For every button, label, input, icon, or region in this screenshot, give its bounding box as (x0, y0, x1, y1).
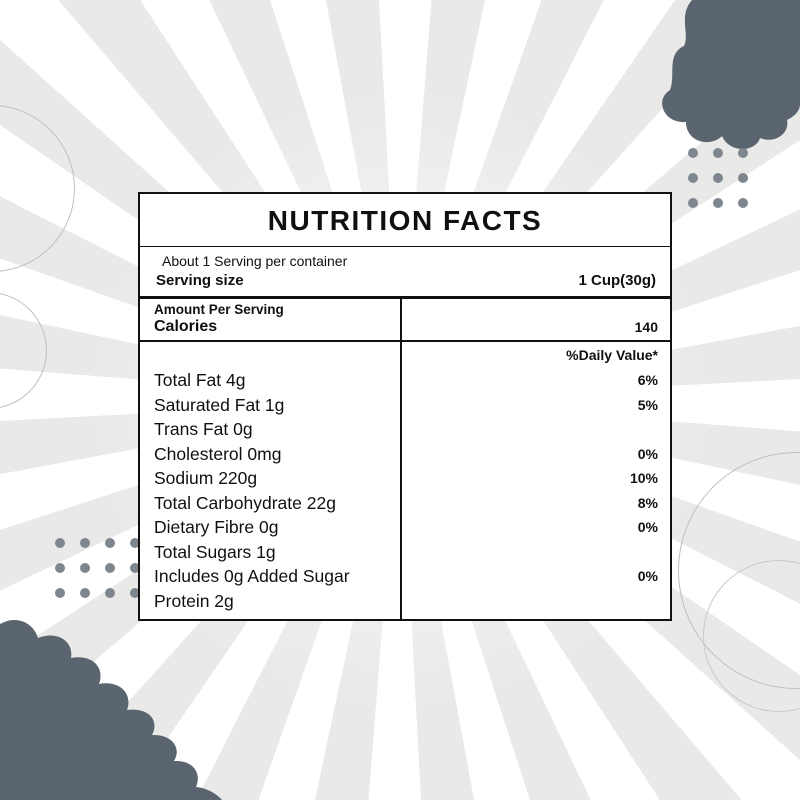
nutrient-row: Sodium 220g 10% (140, 466, 670, 491)
nutrient-name: Includes 0g Added Sugar (140, 564, 402, 589)
nutrient-row: Trans Fat 0g (140, 417, 670, 442)
dot-grid-bottom-left (55, 538, 140, 598)
nutrient-row: Protein 2g (140, 588, 670, 620)
nutrient-row: Includes 0g Added Sugar 0% (140, 564, 670, 589)
daily-value-header-row: %Daily Value* (140, 342, 670, 368)
nutrient-row: Total Sugars 1g (140, 539, 670, 565)
nutrient-name: Total Fat 4g (140, 368, 402, 393)
nutrient-name: Protein 2g (140, 588, 402, 619)
nutrient-dv (402, 589, 670, 620)
calories-row: Amount Per Serving Calories 140 (140, 299, 670, 340)
label-title: NUTRITION FACTS (140, 194, 670, 247)
serving-size-value: 1 Cup(30g) (578, 272, 656, 289)
nutrient-dv: 0% (637, 519, 658, 536)
nutrient-dv (402, 540, 670, 565)
label-columns: Amount Per Serving Calories 140 %Daily V… (140, 299, 670, 619)
nutrient-name: Trans Fat 0g (140, 417, 402, 442)
nutrient-row: Cholesterol 0mg 0% (140, 441, 670, 466)
daily-value-header: %Daily Value* (566, 347, 658, 363)
divider-thick (140, 296, 670, 299)
nutrient-row: Dietary Fibre 0g 0% (140, 515, 670, 540)
nutrient-name: Total Carbohydrate 22g (140, 490, 402, 515)
nutrient-row: Saturated Fat 1g 5% (140, 392, 670, 417)
nutrient-dv: 5% (637, 396, 658, 413)
serving-size-label: Serving size (156, 272, 244, 289)
nutrient-row: Total Carbohydrate 22g 8% (140, 490, 670, 515)
calories-value: 140 (634, 319, 658, 335)
nutrition-label: NUTRITION FACTS About 1 Serving per cont… (138, 192, 672, 621)
nutrient-dv: 0% (637, 568, 658, 585)
nutrient-name: Dietary Fibre 0g (140, 515, 402, 540)
divider-medium (140, 340, 670, 342)
nutrient-dv: 8% (637, 494, 658, 511)
dot-grid-top-right (688, 148, 748, 208)
nutrient-dv: 10% (629, 470, 658, 487)
nutrient-name: Sodium 220g (140, 466, 402, 491)
amount-per-serving: Amount Per Serving (154, 302, 284, 317)
nutrient-name: Cholesterol 0mg (140, 441, 402, 466)
nutrient-name: Total Sugars 1g (140, 539, 402, 564)
calories-label: Calories (154, 318, 218, 335)
nutrient-dv: 6% (637, 372, 658, 389)
serving-size-row: Serving size 1 Cup(30g) (140, 269, 670, 296)
nutrient-name: Saturated Fat 1g (140, 392, 402, 417)
servings-per-container: About 1 Serving per container (162, 253, 348, 269)
nutrient-dv (402, 417, 670, 442)
nutrient-row: Total Fat 4g 6% (140, 368, 670, 393)
nutrient-dv: 0% (637, 445, 658, 462)
